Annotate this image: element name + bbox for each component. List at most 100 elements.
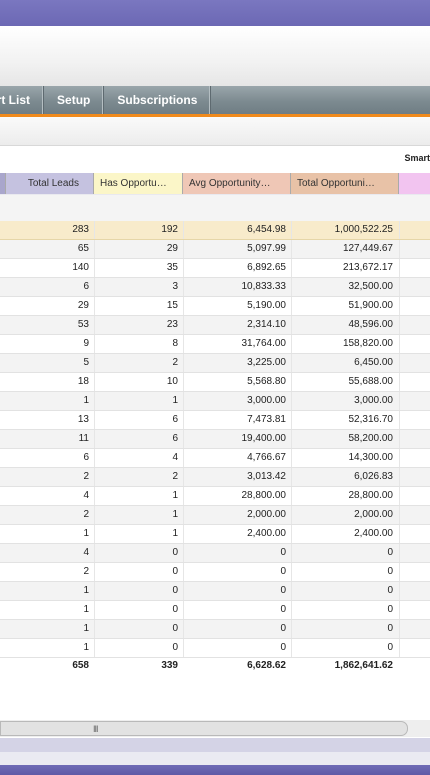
has-opportunity-cell: 0 xyxy=(172,623,178,634)
total-leads-cell: 140 xyxy=(72,262,89,273)
column-divider xyxy=(291,411,292,429)
table-row[interactable]: 140 35 6,892.65 213,672.17 xyxy=(0,259,430,278)
nav-item-subscriptions[interactable]: Subscriptions xyxy=(104,86,212,114)
column-divider xyxy=(183,316,184,334)
total-opportunity-cell: 51,900.00 xyxy=(348,300,394,311)
table-row[interactable]: 1 1 2,400.00 2,400.00 xyxy=(0,525,430,544)
column-divider xyxy=(291,487,292,505)
table-row[interactable]: 1 0 0 0 xyxy=(0,639,430,658)
column-divider xyxy=(291,297,292,315)
total-leads-cell: 13 xyxy=(77,414,89,425)
total-opportunity-cell: 0 xyxy=(387,604,393,615)
table-row[interactable]: 1 0 0 0 xyxy=(0,601,430,620)
column-divider xyxy=(94,506,95,524)
horizontal-scrollbar[interactable]: III xyxy=(0,721,408,736)
column-divider xyxy=(183,601,184,619)
column-divider xyxy=(291,354,292,372)
total-opportunity-cell: 48,596.00 xyxy=(348,319,394,330)
has-opportunity-cell: 0 xyxy=(172,547,178,558)
column-divider xyxy=(183,582,184,600)
top-banner xyxy=(0,0,430,26)
total-opportunity-cell: 2,400.00 xyxy=(354,528,393,539)
total-leads-cell: 4 xyxy=(83,490,89,501)
has-opportunity-cell: 2 xyxy=(172,471,178,482)
avg-opportunity-cell: 5,097.99 xyxy=(247,243,286,254)
has-opportunity-cell: 1 xyxy=(172,509,178,520)
column-header-next[interactable] xyxy=(399,173,430,194)
table-row[interactable]: 11 6 19,400.00 58,200.00 xyxy=(0,430,430,449)
column-divider xyxy=(399,639,400,657)
column-header-avg-opportunity[interactable]: Avg Opportunity… xyxy=(183,173,291,194)
table-row[interactable]: 1 1 3,000.00 3,000.00 xyxy=(0,392,430,411)
column-divider xyxy=(94,392,95,410)
avg-opportunity-cell: 0 xyxy=(280,547,286,558)
table-row[interactable]: 6 4 4,766.67 14,300.00 xyxy=(0,449,430,468)
column-divider xyxy=(399,430,400,448)
table-row[interactable]: 53 23 2,314.10 48,596.00 xyxy=(0,316,430,335)
total-opportunity-cell: 1,000,522.25 xyxy=(334,224,393,235)
has-opportunity-cell: 4 xyxy=(172,452,178,463)
table-row[interactable]: 13 6 7,473.81 52,316.70 xyxy=(0,411,430,430)
column-divider xyxy=(94,468,95,486)
avg-opportunity-cell: 2,314.10 xyxy=(247,319,286,330)
column-divider xyxy=(183,354,184,372)
table-row[interactable]: 29 15 5,190.00 51,900.00 xyxy=(0,297,430,316)
column-divider xyxy=(291,506,292,524)
column-header-first[interactable] xyxy=(0,173,6,194)
total-opportunity-cell: 0 xyxy=(387,642,393,653)
scrollbar-grip-icon[interactable]: III xyxy=(93,724,98,734)
column-divider xyxy=(183,563,184,581)
has-opportunity-cell: 6 xyxy=(172,414,178,425)
column-header-total-leads[interactable]: Total Leads xyxy=(6,173,94,194)
column-divider xyxy=(399,221,400,239)
column-divider xyxy=(94,563,95,581)
column-divider xyxy=(399,297,400,315)
avg-opportunity-cell: 0 xyxy=(280,566,286,577)
table-row[interactable]: 18 10 5,568.80 55,688.00 xyxy=(0,373,430,392)
table-row[interactable]: 1 0 0 0 xyxy=(0,582,430,601)
table-row[interactable]: 65 29 5,097.99 127,449.67 xyxy=(0,240,430,259)
column-divider xyxy=(94,297,95,315)
has-opportunity-cell: 0 xyxy=(172,604,178,615)
column-divider xyxy=(399,373,400,391)
table-row[interactable]: 9 8 31,764.00 158,820.00 xyxy=(0,335,430,354)
main-nav: art List Setup Subscriptions xyxy=(0,86,430,114)
nav-item-smart-list[interactable]: art List xyxy=(0,86,45,114)
has-opportunity-cell: 6 xyxy=(172,433,178,444)
column-divider xyxy=(94,335,95,353)
table-row[interactable]: 5 2 3,225.00 6,450.00 xyxy=(0,354,430,373)
total-opportunity-cell: 58,200.00 xyxy=(348,433,394,444)
avg-opportunity-cell: 2,000.00 xyxy=(247,509,286,520)
total-opportunity-cell: 32,500.00 xyxy=(348,281,394,292)
has-opportunity-cell: 29 xyxy=(166,243,178,254)
column-divider xyxy=(183,525,184,543)
column-divider xyxy=(94,601,95,619)
column-divider xyxy=(94,316,95,334)
table-row[interactable]: 283 192 6,454.98 1,000,522.25 xyxy=(0,221,430,240)
total-opportunity-cell: 0 xyxy=(387,566,393,577)
total-leads-cell: 1 xyxy=(83,642,89,653)
has-opportunity-sum: 339 xyxy=(161,660,178,671)
column-divider xyxy=(399,411,400,429)
table-row[interactable]: 4 1 28,800.00 28,800.00 xyxy=(0,487,430,506)
total-opportunity-cell: 6,026.83 xyxy=(354,471,393,482)
table-row[interactable]: 6 3 10,833.33 32,500.00 xyxy=(0,278,430,297)
smart-label[interactable]: Smart xyxy=(404,153,430,163)
has-opportunity-cell: 23 xyxy=(166,319,178,330)
nav-item-setup[interactable]: Setup xyxy=(44,86,105,114)
table-row[interactable]: 2 1 2,000.00 2,000.00 xyxy=(0,506,430,525)
column-header-total-opportunity[interactable]: Total Opportuni… xyxy=(291,173,399,194)
has-opportunity-cell: 192 xyxy=(161,224,178,235)
table-row[interactable]: 1 0 0 0 xyxy=(0,620,430,639)
column-divider xyxy=(291,373,292,391)
total-opportunity-cell: 14,300.00 xyxy=(348,452,394,463)
column-divider xyxy=(399,468,400,486)
column-header-has-opportunity[interactable]: Has Opportu… xyxy=(94,173,183,194)
column-divider xyxy=(291,316,292,334)
has-opportunity-cell: 0 xyxy=(172,585,178,596)
total-opportunity-cell: 2,000.00 xyxy=(354,509,393,520)
table-row[interactable]: 2 2 3,013.42 6,026.83 xyxy=(0,468,430,487)
table-row[interactable]: 4 0 0 0 xyxy=(0,544,430,563)
avg-opportunity-cell: 7,473.81 xyxy=(247,414,286,425)
